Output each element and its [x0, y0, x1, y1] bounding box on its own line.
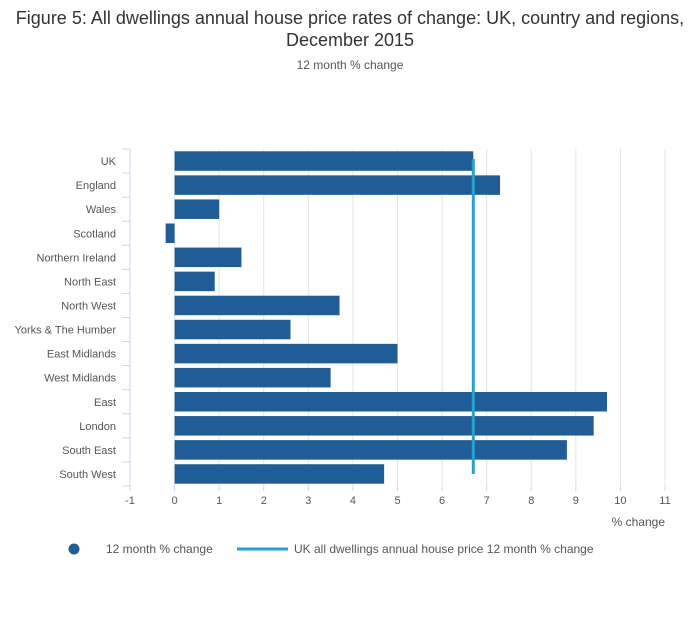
x-tick-label: 10: [614, 495, 626, 507]
x-tick-label: 7: [484, 495, 490, 507]
category-label: UK: [101, 156, 117, 168]
bar: [174, 343, 398, 364]
bar: [174, 440, 567, 460]
x-tick-label: 9: [573, 495, 579, 507]
bar: [174, 416, 594, 436]
axes: -1 0 1 2 3 4 5 6 7 8 9 10 11 UK England Wales Scotland No…: [15, 148, 671, 507]
category-label: London: [79, 421, 116, 433]
x-tick-label: 2: [261, 495, 267, 507]
category-label: North West: [61, 300, 116, 312]
category-label: South East: [62, 445, 116, 457]
category-label: England: [76, 180, 116, 192]
category-label: Yorks & The Humber: [15, 325, 117, 337]
x-tick-label: 3: [305, 495, 311, 507]
bars: [165, 151, 608, 484]
x-tick-label: 11: [659, 495, 670, 507]
x-tick-label: 0: [172, 495, 178, 507]
x-axis-label: % change: [612, 515, 666, 529]
legend-bar-marker: [68, 543, 80, 555]
x-tick-label: -1: [125, 495, 135, 507]
category-label: Scotland: [73, 228, 116, 240]
bar: [174, 199, 220, 219]
bar: [174, 392, 608, 412]
chart-title: Figure 5: All dwellings annual house pri…: [15, 8, 685, 50]
category-label: Northern Ireland: [37, 252, 117, 264]
category-label: Wales: [86, 204, 117, 216]
bar: [174, 319, 291, 340]
category-label: North East: [64, 276, 116, 288]
category-label: East: [94, 397, 116, 409]
chart-subtitle: 12 month % change: [296, 58, 404, 72]
bar: [174, 271, 215, 292]
legend-line-label: UK all dwellings annual house price 12 m…: [294, 542, 594, 556]
bar: [174, 367, 331, 388]
bar: [165, 223, 175, 243]
x-tick-label: 5: [394, 495, 400, 507]
category-label: South West: [59, 469, 116, 481]
x-tick-label: 6: [439, 495, 445, 507]
bar: [174, 247, 242, 268]
bar: [174, 464, 385, 484]
legend-bar-label: 12 month % change: [106, 542, 213, 556]
x-tick-label: 8: [528, 495, 534, 507]
bar: [174, 151, 474, 171]
bar: [174, 295, 340, 316]
category-label: East Midlands: [47, 349, 117, 361]
category-label: West Midlands: [44, 373, 116, 385]
x-tick-label: 4: [350, 495, 356, 507]
legend: 12 month % change UK all dwellings annua…: [68, 542, 594, 556]
bar: [174, 175, 501, 195]
x-tick-label: 1: [216, 495, 222, 507]
